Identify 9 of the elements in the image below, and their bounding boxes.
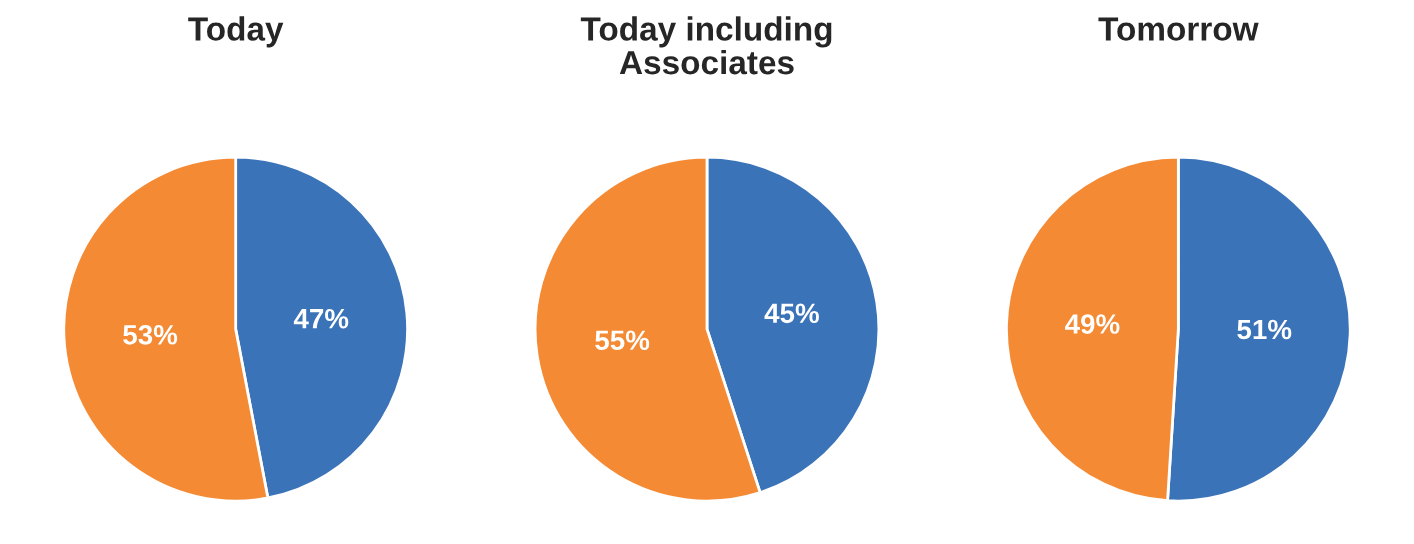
data-label: 51% [1237,319,1292,340]
data-label: 47% [293,308,349,329]
data-label: 53% [123,325,178,345]
data-label: 55% [595,330,650,351]
chart-title: Today including Associates [580,16,832,75]
chart-title: Tomorrow [1098,17,1259,41]
data-label: 45% [764,303,819,324]
chart-title: Today [188,16,284,48]
data-label: 49% [1065,314,1120,334]
